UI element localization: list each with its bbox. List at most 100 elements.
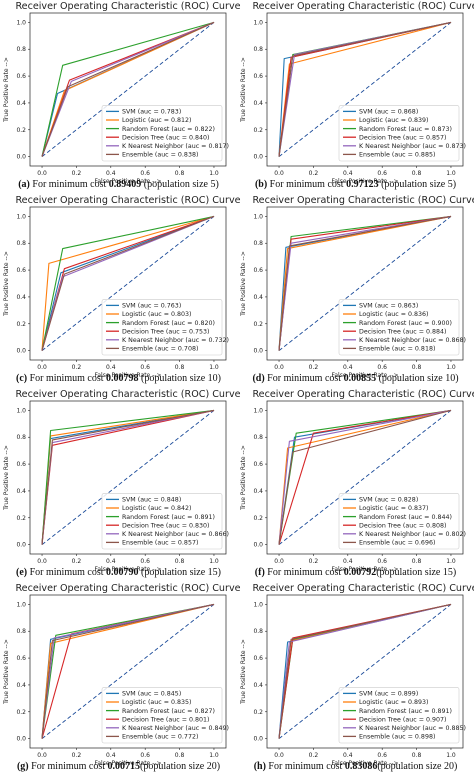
x-axis-label: False Positive Rate --> — [94, 178, 161, 185]
legend-entry: SVM (auc = 0.863) — [359, 303, 418, 310]
y-tick-label: 0.8 — [16, 434, 26, 441]
legend-entry: Logistic (auc = 0.835) — [122, 699, 192, 706]
legend-entry: Random Forest (auc = 0.873) — [359, 126, 452, 133]
roc-chart-b: Receiver Operating Characteristic (ROC) … — [240, 1, 474, 185]
x-tick-label: 0.8 — [175, 170, 185, 177]
roc-chart-h: Receiver Operating Characteristic (ROC) … — [240, 583, 474, 767]
legend-entry: K Nearest Neighbor (auc = 0.732) — [122, 337, 229, 344]
caption-letter: (f) — [254, 567, 265, 578]
x-tick-label: 0.4 — [106, 364, 116, 371]
caption-b: (b) For minimum cost 0.97123 (population… — [237, 179, 474, 190]
roc-curve-6 — [41, 21, 215, 157]
legend-box — [338, 299, 460, 356]
legend-entry: Ensemble (auc = 0.857) — [122, 540, 198, 547]
caption-letter: (g) — [16, 761, 29, 772]
x-tick-label: 0.2 — [72, 752, 82, 759]
roc-panel-h: Receiver Operating Characteristic (ROC) … — [237, 582, 474, 776]
roc-chart-g: Receiver Operating Characteristic (ROC) … — [3, 583, 241, 767]
legend-box — [338, 687, 460, 744]
caption-cost-value: 0.00798 — [106, 373, 139, 384]
legend-entry: SVM (auc = 0.868) — [359, 109, 418, 116]
caption-cost-value: 0.83086 — [344, 761, 378, 772]
y-tick-label: 1.0 — [253, 213, 263, 220]
caption-population: (population size 20) — [140, 761, 221, 772]
roc-curve-2 — [41, 215, 215, 351]
y-tick-label: 1.0 — [253, 407, 263, 414]
caption-letter: (h) — [253, 761, 266, 772]
x-tick-label: 0.4 — [106, 170, 116, 177]
legend-entry: SVM (auc = 0.763) — [122, 303, 181, 310]
legend-entry: K Nearest Neighbor (auc = 0.817) — [122, 143, 229, 150]
x-tick-label: 0.2 — [72, 170, 82, 177]
x-tick-label: 0.0 — [37, 170, 47, 177]
y-tick-label: 0.0 — [253, 348, 263, 355]
x-tick-label: 0.0 — [274, 170, 284, 177]
roc-chart-a: Receiver Operating Characteristic (ROC) … — [3, 1, 241, 185]
plot-frame — [29, 12, 227, 167]
legend-entry: Decision Tree (auc = 0.840) — [122, 134, 209, 141]
x-tick-label: 1.0 — [446, 752, 456, 759]
plot-frame — [29, 400, 227, 555]
legend-entry: Decision Tree (auc = 0.884) — [359, 328, 446, 335]
roc-curve-6 — [41, 603, 215, 739]
legend-entry: Decision Tree (auc = 0.808) — [359, 522, 446, 529]
y-tick-label: 0.8 — [253, 434, 263, 441]
y-axis-label: True Positive Rate --> — [3, 445, 10, 511]
y-tick-label: 0.4 — [253, 682, 263, 689]
roc-chart-d: Receiver Operating Characteristic (ROC) … — [240, 195, 474, 379]
y-tick-label: 1.0 — [253, 601, 263, 608]
caption-population: (population size 5) — [378, 179, 457, 190]
roc-curve-6 — [278, 409, 452, 545]
chance-diagonal-line — [278, 22, 452, 157]
legend-entry: Logistic (auc = 0.837) — [359, 505, 429, 512]
x-tick-label: 0.6 — [140, 170, 150, 177]
roc-panel-c: Receiver Operating Characteristic (ROC) … — [0, 194, 241, 388]
x-axis-label: False Positive Rate --> — [331, 372, 398, 379]
legend-entry: Random Forest (auc = 0.822) — [122, 126, 215, 133]
x-tick-label: 0.0 — [37, 752, 47, 759]
x-tick-label: 1.0 — [446, 170, 456, 177]
legend-box — [338, 493, 460, 550]
y-tick-label: 0.2 — [253, 515, 263, 522]
y-tick-label: 0.4 — [253, 100, 263, 107]
roc-curve-6 — [278, 603, 452, 739]
legend-entry: Random Forest (auc = 0.820) — [122, 320, 215, 327]
caption-cost-value: 0.00855 — [343, 373, 377, 384]
roc-panel-g: Receiver Operating Characteristic (ROC) … — [0, 582, 241, 776]
legend-entry: Decision Tree (auc = 0.801) — [122, 716, 209, 723]
caption-population: (population size 10) — [376, 373, 459, 384]
legend-entry: Random Forest (auc = 0.844) — [359, 514, 452, 521]
caption-prefix: For minimum cost — [269, 179, 347, 190]
caption-cost-value: 0.00792 — [343, 567, 377, 578]
roc-curve-5 — [278, 409, 452, 545]
legend-entry: Random Forest (auc = 0.891) — [122, 514, 215, 521]
caption-g: (g) For minimum cost 0.00715(population … — [0, 761, 237, 772]
chart-title: Receiver Operating Characteristic (ROC) … — [252, 195, 474, 206]
y-tick-label: 0.8 — [16, 628, 26, 635]
legend-entry: Logistic (auc = 0.836) — [359, 311, 429, 318]
x-tick-label: 0.2 — [72, 558, 82, 565]
legend-entry: SVM (auc = 0.845) — [122, 691, 181, 698]
caption-c: (c) For minimum cost 0.00798 (population… — [0, 373, 237, 384]
x-tick-label: 0.4 — [343, 364, 353, 371]
y-tick-label: 1.0 — [16, 407, 26, 414]
legend-entry: Ensemble (auc = 0.898) — [359, 734, 435, 741]
x-tick-label: 0.0 — [274, 558, 284, 565]
y-tick-label: 0.0 — [253, 154, 263, 161]
x-tick-label: 0.6 — [377, 364, 387, 371]
roc-panel-f: Receiver Operating Characteristic (ROC) … — [237, 388, 474, 582]
x-tick-label: 0.4 — [343, 170, 353, 177]
plot-frame — [266, 400, 464, 555]
y-tick-label: 0.8 — [253, 46, 263, 53]
caption-population: (population size 5) — [141, 179, 219, 190]
y-tick-label: 0.4 — [253, 488, 263, 495]
chart-title: Receiver Operating Characteristic (ROC) … — [252, 389, 474, 400]
x-tick-label: 0.6 — [140, 752, 150, 759]
x-axis-label: False Positive Rate --> — [331, 760, 398, 767]
plot-frame — [266, 12, 464, 167]
y-tick-label: 0.0 — [253, 736, 263, 743]
y-tick-label: 0.6 — [253, 461, 263, 468]
x-axis-label: False Positive Rate --> — [94, 566, 161, 573]
caption-prefix: For minimum cost — [32, 179, 109, 190]
caption-prefix: For minimum cost — [31, 761, 108, 772]
